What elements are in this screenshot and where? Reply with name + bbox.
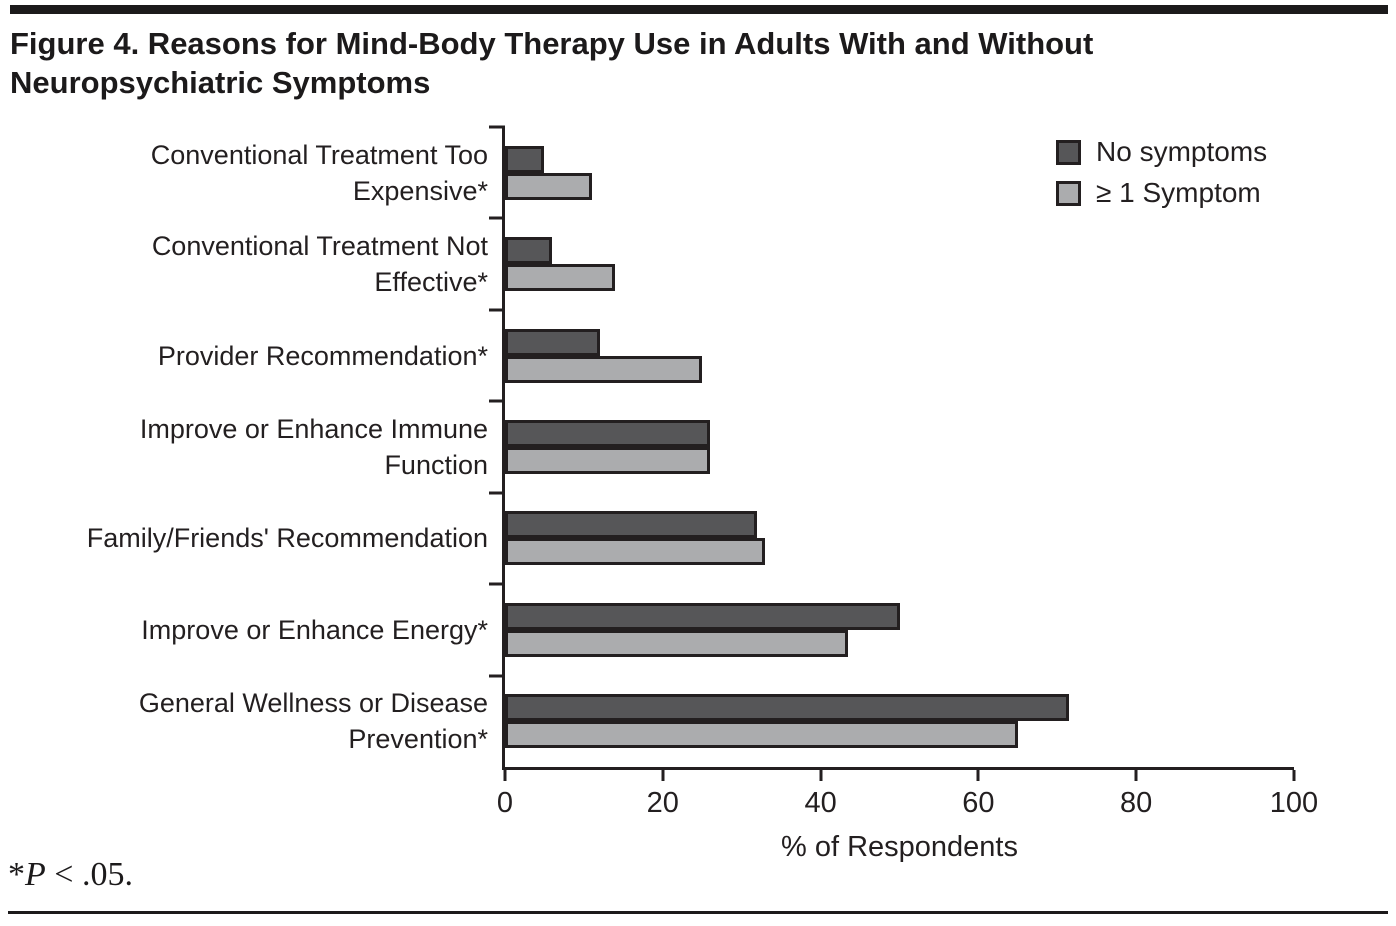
bar-no-symptoms [505, 328, 600, 356]
bar-no-symptoms [505, 145, 545, 173]
legend-item: No symptoms [1056, 136, 1267, 168]
x-axis-tick [503, 770, 507, 781]
category-boundary-tick [489, 491, 505, 495]
category-boundary-tick [489, 674, 505, 678]
category-label: General Wellness or Disease Prevention* [138, 688, 488, 755]
x-axis-tick [819, 770, 823, 781]
legend: No symptoms ≥ 1 Symptom [1056, 136, 1267, 209]
bar-group [505, 584, 1294, 675]
category-label: Improve or Enhance Immune Function [139, 413, 488, 480]
bar-no-symptoms [505, 511, 758, 539]
bar-group [505, 401, 1294, 492]
bar-one-symptom [505, 721, 1018, 749]
bar-one-symptom [505, 264, 616, 292]
bar-group [505, 218, 1294, 309]
bottom-rule [8, 911, 1388, 914]
x-axis-label: % of Respondents [781, 831, 1018, 863]
bar-one-symptom [505, 355, 703, 383]
bar-no-symptoms [505, 602, 900, 630]
x-axis-tick [1134, 770, 1138, 781]
figure-title: Figure 4. Reasons for Mind-Body Therapy … [10, 26, 1094, 100]
bar-one-symptom [505, 629, 849, 657]
legend-item: ≥ 1 Symptom [1056, 177, 1267, 209]
category-label: Provider Recommendation* [157, 340, 488, 371]
x-axis-tick [661, 770, 665, 781]
legend-label: No symptoms [1096, 136, 1268, 167]
x-tick-label: 60 [962, 787, 995, 819]
bar-one-symptom [505, 172, 592, 200]
x-tick-label: 80 [1120, 787, 1153, 819]
category-boundary-tick [489, 216, 505, 220]
footnote: *P < .05. [8, 856, 133, 894]
category-boundary-tick [489, 582, 505, 586]
bar-group [505, 676, 1294, 767]
top-rule [10, 5, 1388, 14]
x-tick-label: 40 [804, 787, 837, 819]
legend-swatch-icon [1056, 139, 1081, 165]
bar-no-symptoms [505, 694, 1070, 722]
legend-label: ≥ 1 Symptom [1096, 177, 1261, 208]
legend-swatch-icon [1056, 180, 1081, 206]
x-tick-label: 20 [646, 787, 679, 819]
bar-group [505, 493, 1294, 584]
category-label: Conventional Treatment Too Expensive* [150, 139, 488, 206]
bar-one-symptom [505, 538, 766, 566]
bar-group [505, 127, 1294, 218]
category-label: Improve or Enhance Energy* [141, 614, 488, 645]
x-axis-tick [1292, 770, 1296, 781]
bar-no-symptoms [505, 419, 711, 447]
category-boundary-tick [489, 125, 505, 129]
bar-group [505, 310, 1294, 401]
footnote-text: < .05. [45, 856, 133, 893]
footnote-p-symbol: P [25, 856, 46, 893]
category-labels: Conventional Treatment Too Expensive* Conv… [0, 127, 488, 767]
category-label: Conventional Treatment Not Effective* [151, 231, 488, 298]
x-tick-label: 0 [496, 787, 514, 819]
category-boundary-tick [489, 399, 505, 403]
footnote-asterisk: * [8, 856, 25, 893]
bar-one-symptom [505, 446, 711, 474]
category-label: Family/Friends' Recommendation [86, 523, 488, 554]
plot-area: % of Respondents 0 20 40 60 80 100 [489, 125, 1318, 863]
x-axis-tick [976, 770, 980, 781]
bar-no-symptoms [505, 237, 553, 265]
category-boundary-tick [489, 308, 505, 312]
category-rows [505, 127, 1294, 767]
x-tick-label: 100 [1269, 787, 1319, 819]
